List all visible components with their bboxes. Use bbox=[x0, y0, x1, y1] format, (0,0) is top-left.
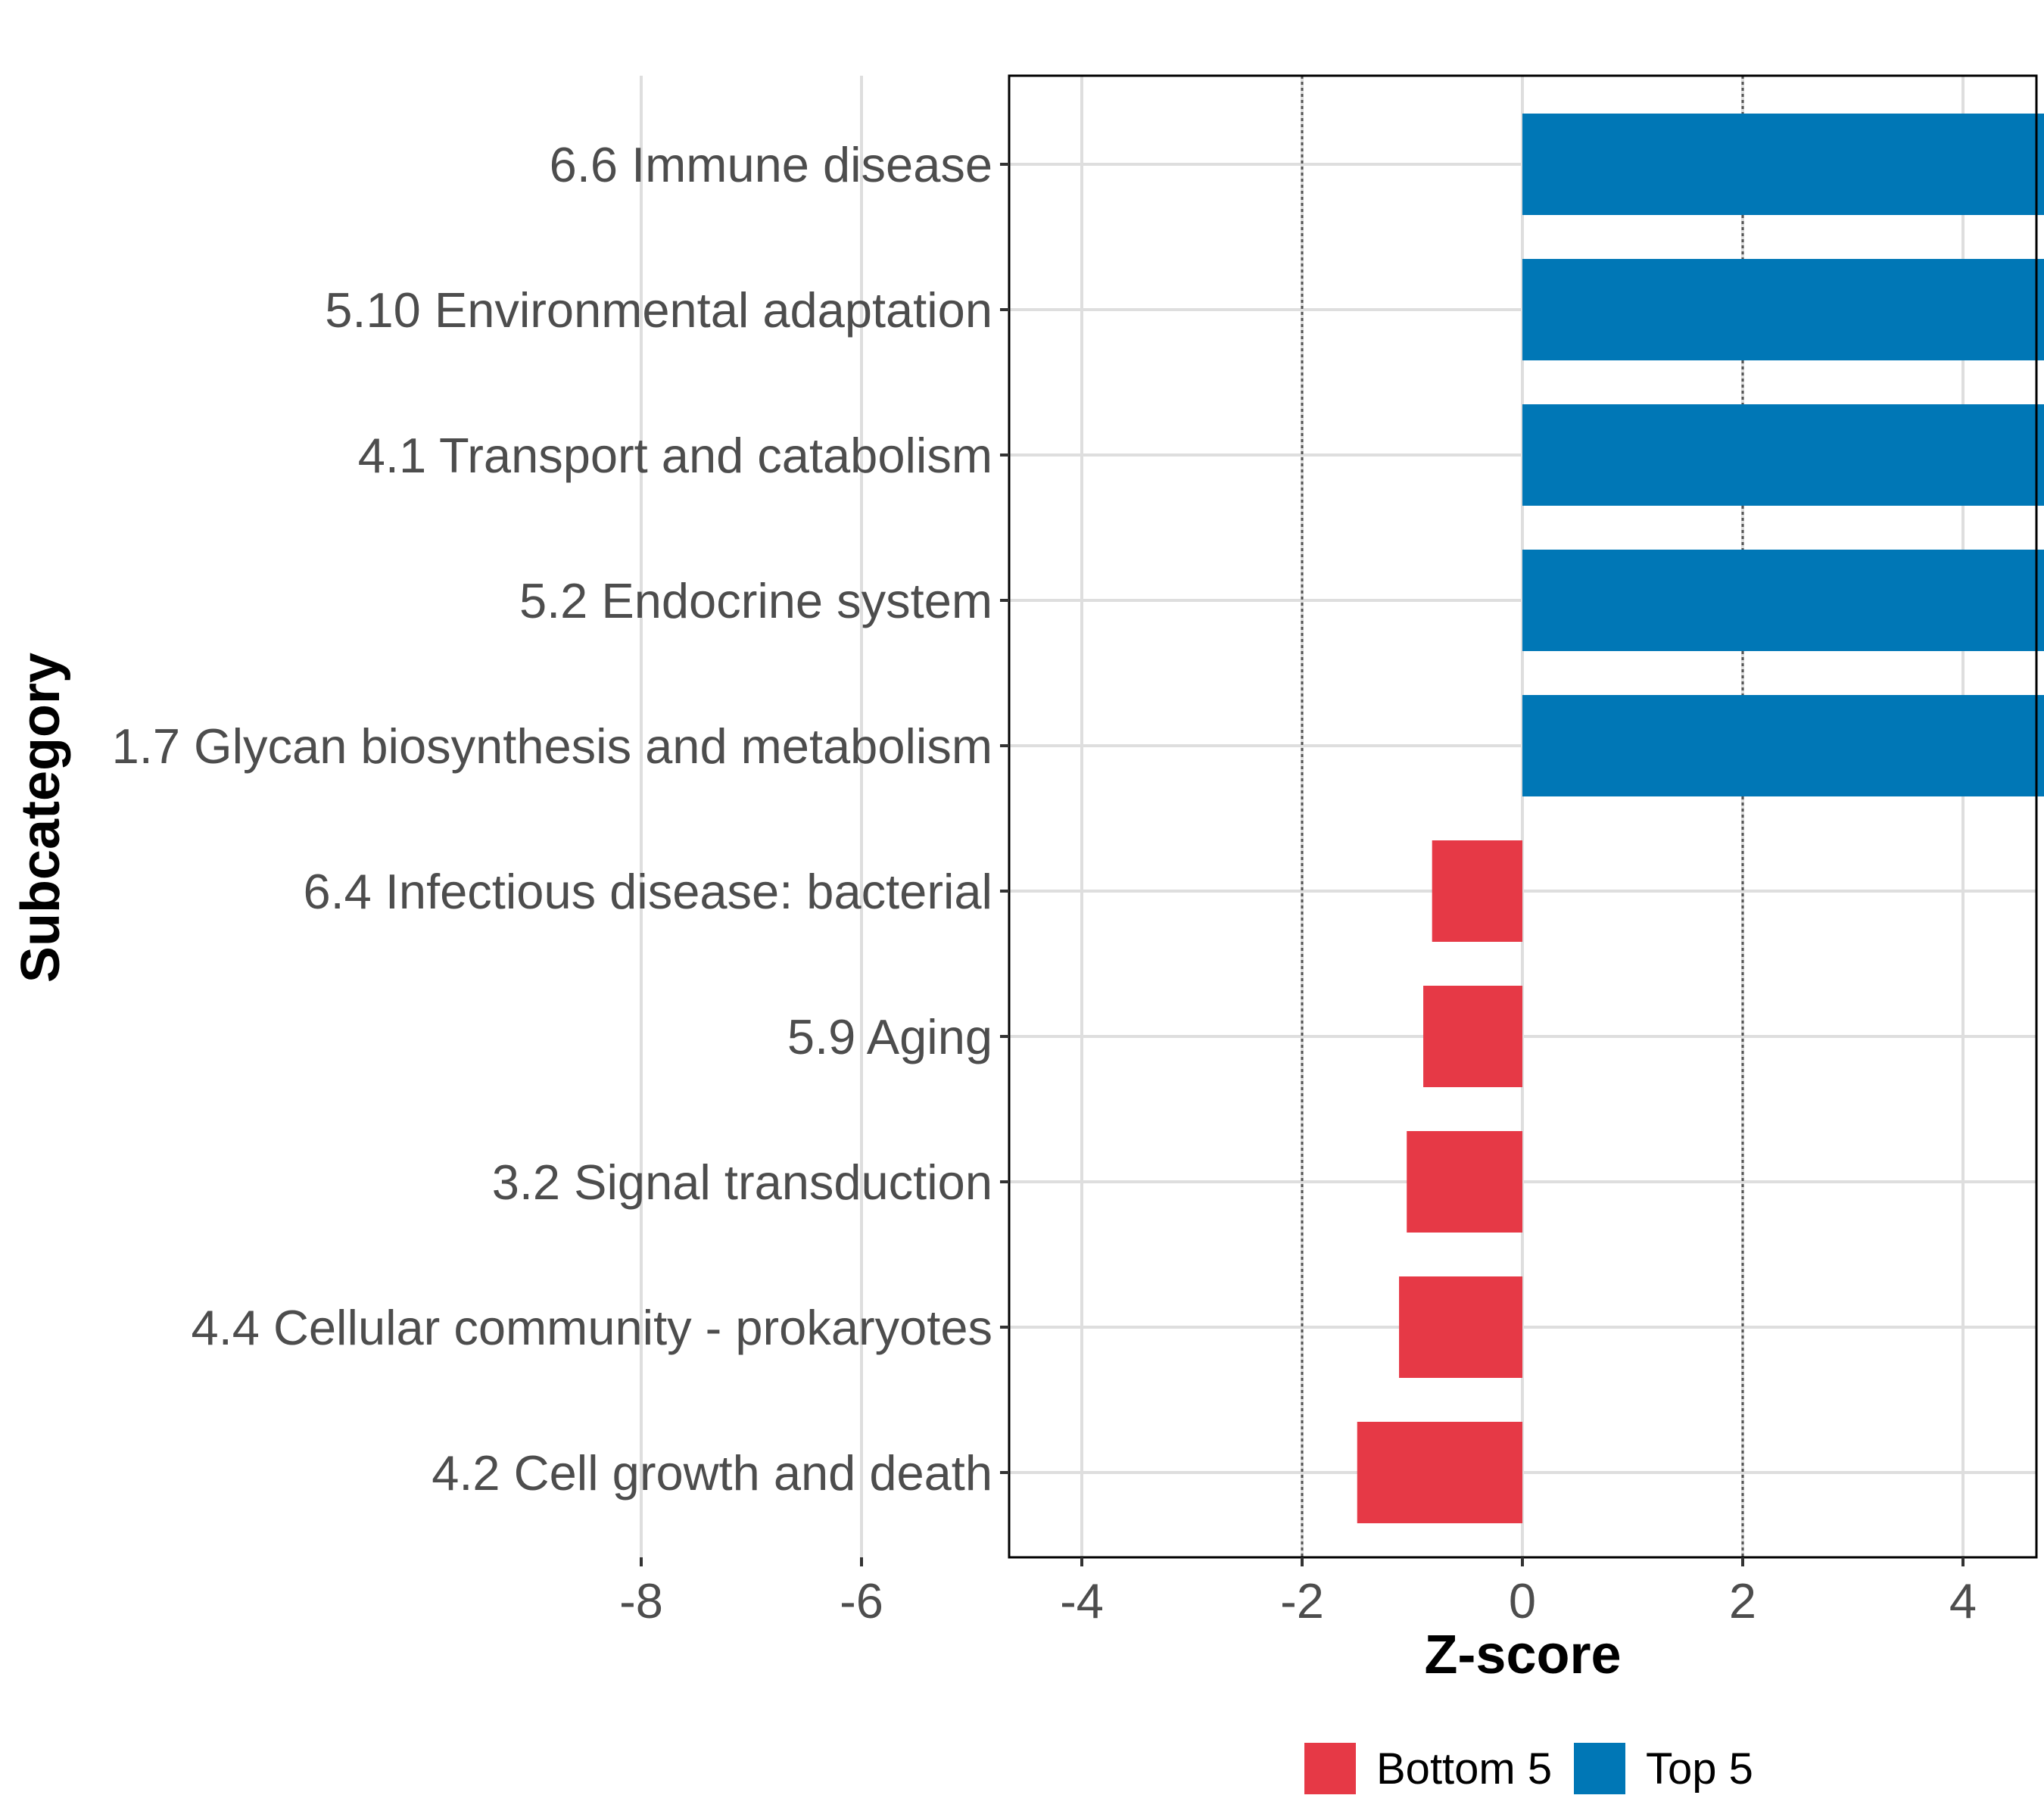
category-label: 6.6 Immune disease bbox=[550, 137, 992, 192]
bar bbox=[1522, 259, 2044, 360]
bar bbox=[1522, 695, 2044, 796]
legend-key bbox=[1574, 1743, 1625, 1794]
bar bbox=[1407, 1131, 1522, 1233]
bar bbox=[1423, 986, 1522, 1087]
x-tick-label: -2 bbox=[1280, 1573, 1324, 1628]
bars bbox=[1357, 114, 2044, 1523]
category-label: 5.2 Endocrine system bbox=[519, 573, 992, 628]
x-tick-label: -4 bbox=[1060, 1573, 1104, 1628]
bar bbox=[1399, 1276, 1522, 1378]
bar bbox=[1522, 114, 2044, 215]
legend-key bbox=[1304, 1743, 1356, 1794]
legend-label: Top 5 bbox=[1646, 1744, 1753, 1794]
category-label: 4.4 Cellular community - prokaryotes bbox=[192, 1300, 992, 1355]
bar bbox=[1522, 404, 2044, 506]
category-label: 5.9 Aging bbox=[787, 1009, 992, 1064]
y-axis-ticks: 6.6 Immune disease 5.10 Environmental ada… bbox=[112, 137, 1009, 1501]
category-label: 1.7 Glycan biosynthesis and metabolism bbox=[112, 718, 992, 774]
reference-lines bbox=[1301, 76, 1744, 1557]
bar bbox=[1432, 840, 1522, 942]
y-axis-title: Subcategory bbox=[11, 653, 71, 983]
category-label: 4.1 Transport and catabolism bbox=[358, 428, 992, 483]
bar bbox=[1522, 550, 2044, 651]
x-axis-title: Z-score bbox=[1424, 1625, 1621, 1685]
x-tick-label: -8 bbox=[619, 1573, 663, 1628]
x-tick-label: 4 bbox=[1949, 1573, 1977, 1628]
legend-label: Bottom 5 bbox=[1376, 1744, 1552, 1794]
category-label: 4.2 Cell growth and death bbox=[432, 1445, 992, 1501]
legend: Bottom 5 Top 5 bbox=[1304, 1743, 1753, 1794]
x-tick-label: 0 bbox=[1509, 1573, 1536, 1628]
bar bbox=[1357, 1422, 1522, 1523]
category-label: 3.2 Signal transduction bbox=[492, 1155, 992, 1210]
category-label: 6.4 Infectious disease: bacterial bbox=[303, 864, 992, 919]
x-tick-label: 2 bbox=[1729, 1573, 1756, 1628]
x-tick-label: -6 bbox=[840, 1573, 883, 1628]
category-label: 5.10 Environmental adaptation bbox=[325, 282, 992, 338]
x-axis-ticks: -8-6-4-202468 bbox=[619, 1557, 1977, 1628]
